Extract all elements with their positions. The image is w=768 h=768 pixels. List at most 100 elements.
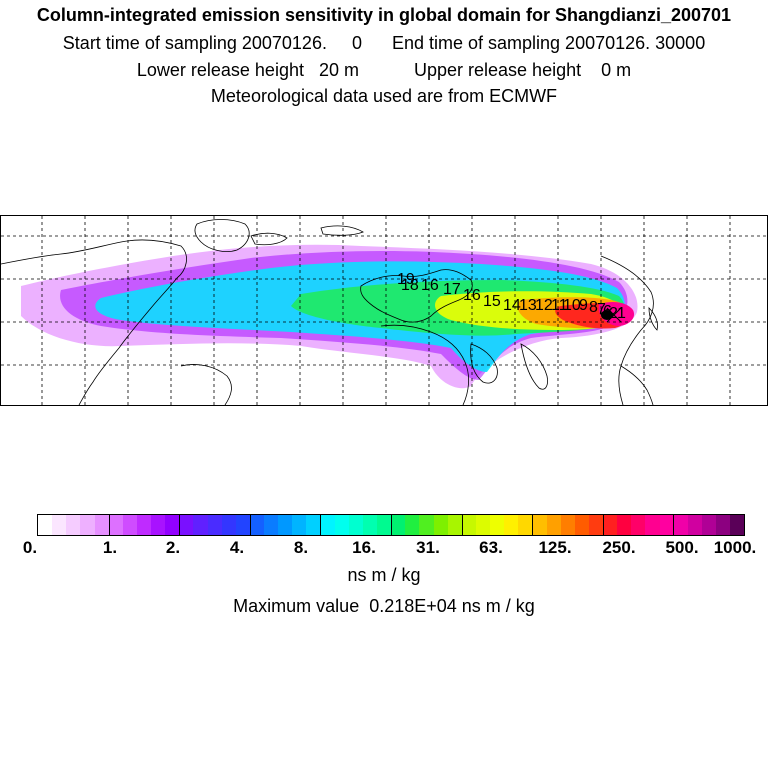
coast-japan: [648, 307, 658, 331]
colorbar-tick-label: 31.: [416, 538, 440, 557]
colorbar-segment: [52, 515, 67, 535]
colorbar-segment: [603, 515, 618, 535]
colorbar-divider: [179, 515, 180, 535]
colorbar-segment: [108, 515, 123, 535]
colorbar-divider: [109, 515, 110, 535]
colorbar-segment: [687, 515, 702, 535]
age-label: 16: [463, 287, 481, 304]
colorbar-segment: [348, 515, 363, 535]
colorbar-divider: [532, 515, 533, 535]
page-title: Column-integrated emission sensitivity i…: [36, 5, 732, 25]
coast-north-america: [1, 239, 187, 405]
sampling-time-line: Start time of sampling 20070126. 0 End t…: [62, 33, 706, 53]
emission-sensitivity-map: 19 18 16 17 16 15 14 13 12 11 10 9 8 7 6…: [0, 215, 768, 406]
colorbar-segment: [38, 515, 53, 535]
age-label: 18: [401, 277, 419, 294]
colorbar-segment: [179, 515, 194, 535]
colorbar-segment: [320, 515, 335, 535]
colorbar-tick-label: 0.: [22, 538, 38, 557]
age-label: 7: [597, 301, 606, 318]
colorbar-segment: [645, 515, 660, 535]
colorbar-segment: [136, 515, 151, 535]
colorbar-tick-label: 500.: [665, 538, 699, 557]
age-label: 19: [397, 271, 415, 288]
maximum-value-label: Maximum value 0.218E+04 ns m / kg: [233, 596, 535, 616]
colorbar-tick-label: 1.: [102, 538, 118, 557]
colorbar-segment: [66, 515, 81, 535]
colorbar-segment: [362, 515, 377, 535]
colorbar-divider: [391, 515, 392, 535]
lat-lon-grid: [1, 216, 767, 405]
colorbar-segment: [278, 515, 293, 535]
sensitivity-plume: [21, 244, 638, 389]
colorbar-segment: [221, 515, 236, 535]
age-labels: 19 18 16 17 16 15 14 13 12 11 10 9 8 7 6…: [397, 271, 626, 322]
colorbar-segment: [532, 515, 547, 535]
plume-black-spot: [601, 310, 613, 320]
colorbar-segment: [574, 515, 589, 535]
met-data-line: Meteorological data used are from ECMWF: [210, 86, 558, 106]
colorbar-segment: [701, 515, 716, 535]
colorbar-unit-label: ns m / kg: [347, 565, 421, 585]
colorbar-segment: [80, 515, 95, 535]
colorbar-segment: [94, 515, 109, 535]
colorbar-divider: [320, 515, 321, 535]
age-label: 16: [421, 277, 439, 294]
colorbar-divider: [462, 515, 463, 535]
coast-europe: [360, 269, 473, 323]
age-label: 13: [519, 297, 537, 314]
age-label: 14: [503, 297, 521, 314]
coast-arctic-islands: [250, 225, 364, 246]
color-scale-bar: [37, 514, 745, 536]
colorbar-tick-label: 4.: [229, 538, 245, 557]
colorbar-segment: [518, 515, 533, 535]
colorbar-segment: [716, 515, 731, 535]
colorbar-tick-label: 2.: [165, 538, 181, 557]
colorbar-segment: [419, 515, 434, 535]
colorbar-segment: [659, 515, 674, 535]
colorbar-segment: [673, 515, 688, 535]
colorbar-segment: [447, 515, 462, 535]
colorbar-segment: [490, 515, 505, 535]
colorbar-tick-label: 16.: [352, 538, 376, 557]
coast-india: [520, 343, 548, 390]
colorbar-segment: [546, 515, 561, 535]
colorbar-divider: [673, 515, 674, 535]
age-label: 12: [535, 297, 553, 314]
colorbar-divider: [603, 515, 604, 535]
colorbar-tick-label: 1000.: [713, 538, 757, 557]
colorbar-tick-label: 63.: [479, 538, 503, 557]
colorbar-segment: [730, 515, 745, 535]
colorbar-tick-label: 250.: [602, 538, 636, 557]
age-label: 17: [443, 281, 461, 298]
age-label: 8: [589, 299, 598, 316]
colorbar-segment: [334, 515, 349, 535]
colorbar-segment: [433, 515, 448, 535]
colorbar-segment: [165, 515, 180, 535]
age-label: 1: [617, 305, 626, 322]
colorbar-tick-label: 8.: [293, 538, 309, 557]
colorbar-segment: [193, 515, 208, 535]
coast-greenland: [194, 219, 250, 252]
colorbar-segment: [391, 515, 406, 535]
age-label: 10: [563, 297, 581, 314]
age-label: 2: [609, 305, 618, 322]
colorbar-segment: [151, 515, 166, 535]
colorbar-segment: [405, 515, 420, 535]
colorbar-divider: [250, 515, 251, 535]
colorbar-segment: [504, 515, 519, 535]
age-label: 11: [551, 297, 568, 314]
colorbar-segment: [475, 515, 490, 535]
colorbar-segment: [617, 515, 632, 535]
colorbar-segment: [207, 515, 222, 535]
age-label: 6: [603, 303, 612, 320]
coast-arabia: [470, 343, 498, 384]
colorbar-segment: [306, 515, 321, 535]
colorbar-segment: [461, 515, 476, 535]
colorbar-segment: [292, 515, 307, 535]
age-label: 9: [579, 297, 588, 314]
colorbar-segment: [235, 515, 250, 535]
coast-africa: [380, 324, 469, 405]
colorbar-segment: [631, 515, 646, 535]
colorbar-segment: [560, 515, 575, 535]
